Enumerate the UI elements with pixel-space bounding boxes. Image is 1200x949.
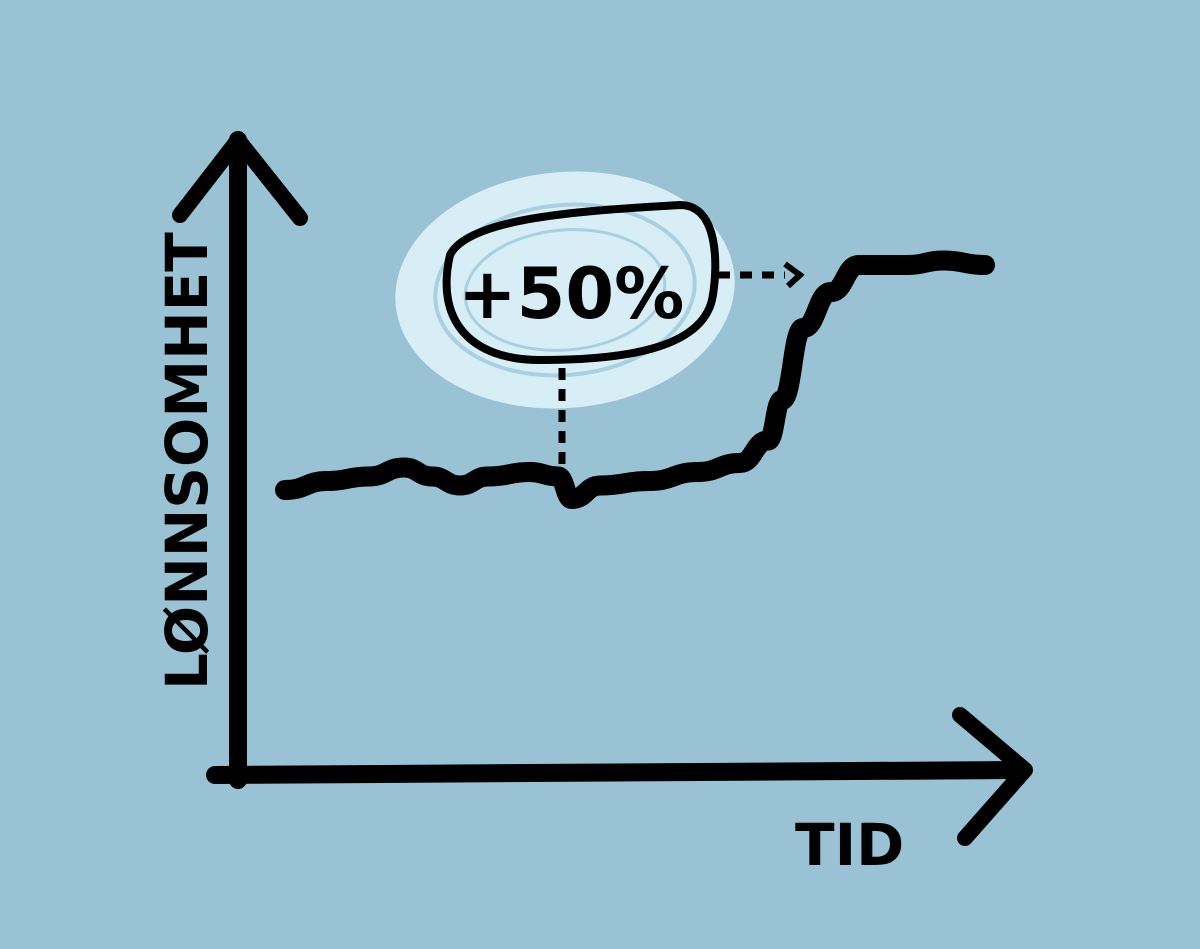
x-axis	[206, 761, 1029, 784]
x-axis-label: TID	[795, 811, 904, 879]
y-axis-arrowhead	[172, 132, 308, 226]
y-axis-label: LØNNSOMHET	[153, 232, 221, 690]
series-line	[275, 250, 995, 509]
x-axis-arrowhead	[952, 707, 1033, 846]
callout: +50%	[395, 171, 805, 470]
callout-bubble	[442, 200, 720, 365]
callout-label: +50%	[458, 253, 684, 335]
callout-arrowhead	[783, 261, 805, 289]
